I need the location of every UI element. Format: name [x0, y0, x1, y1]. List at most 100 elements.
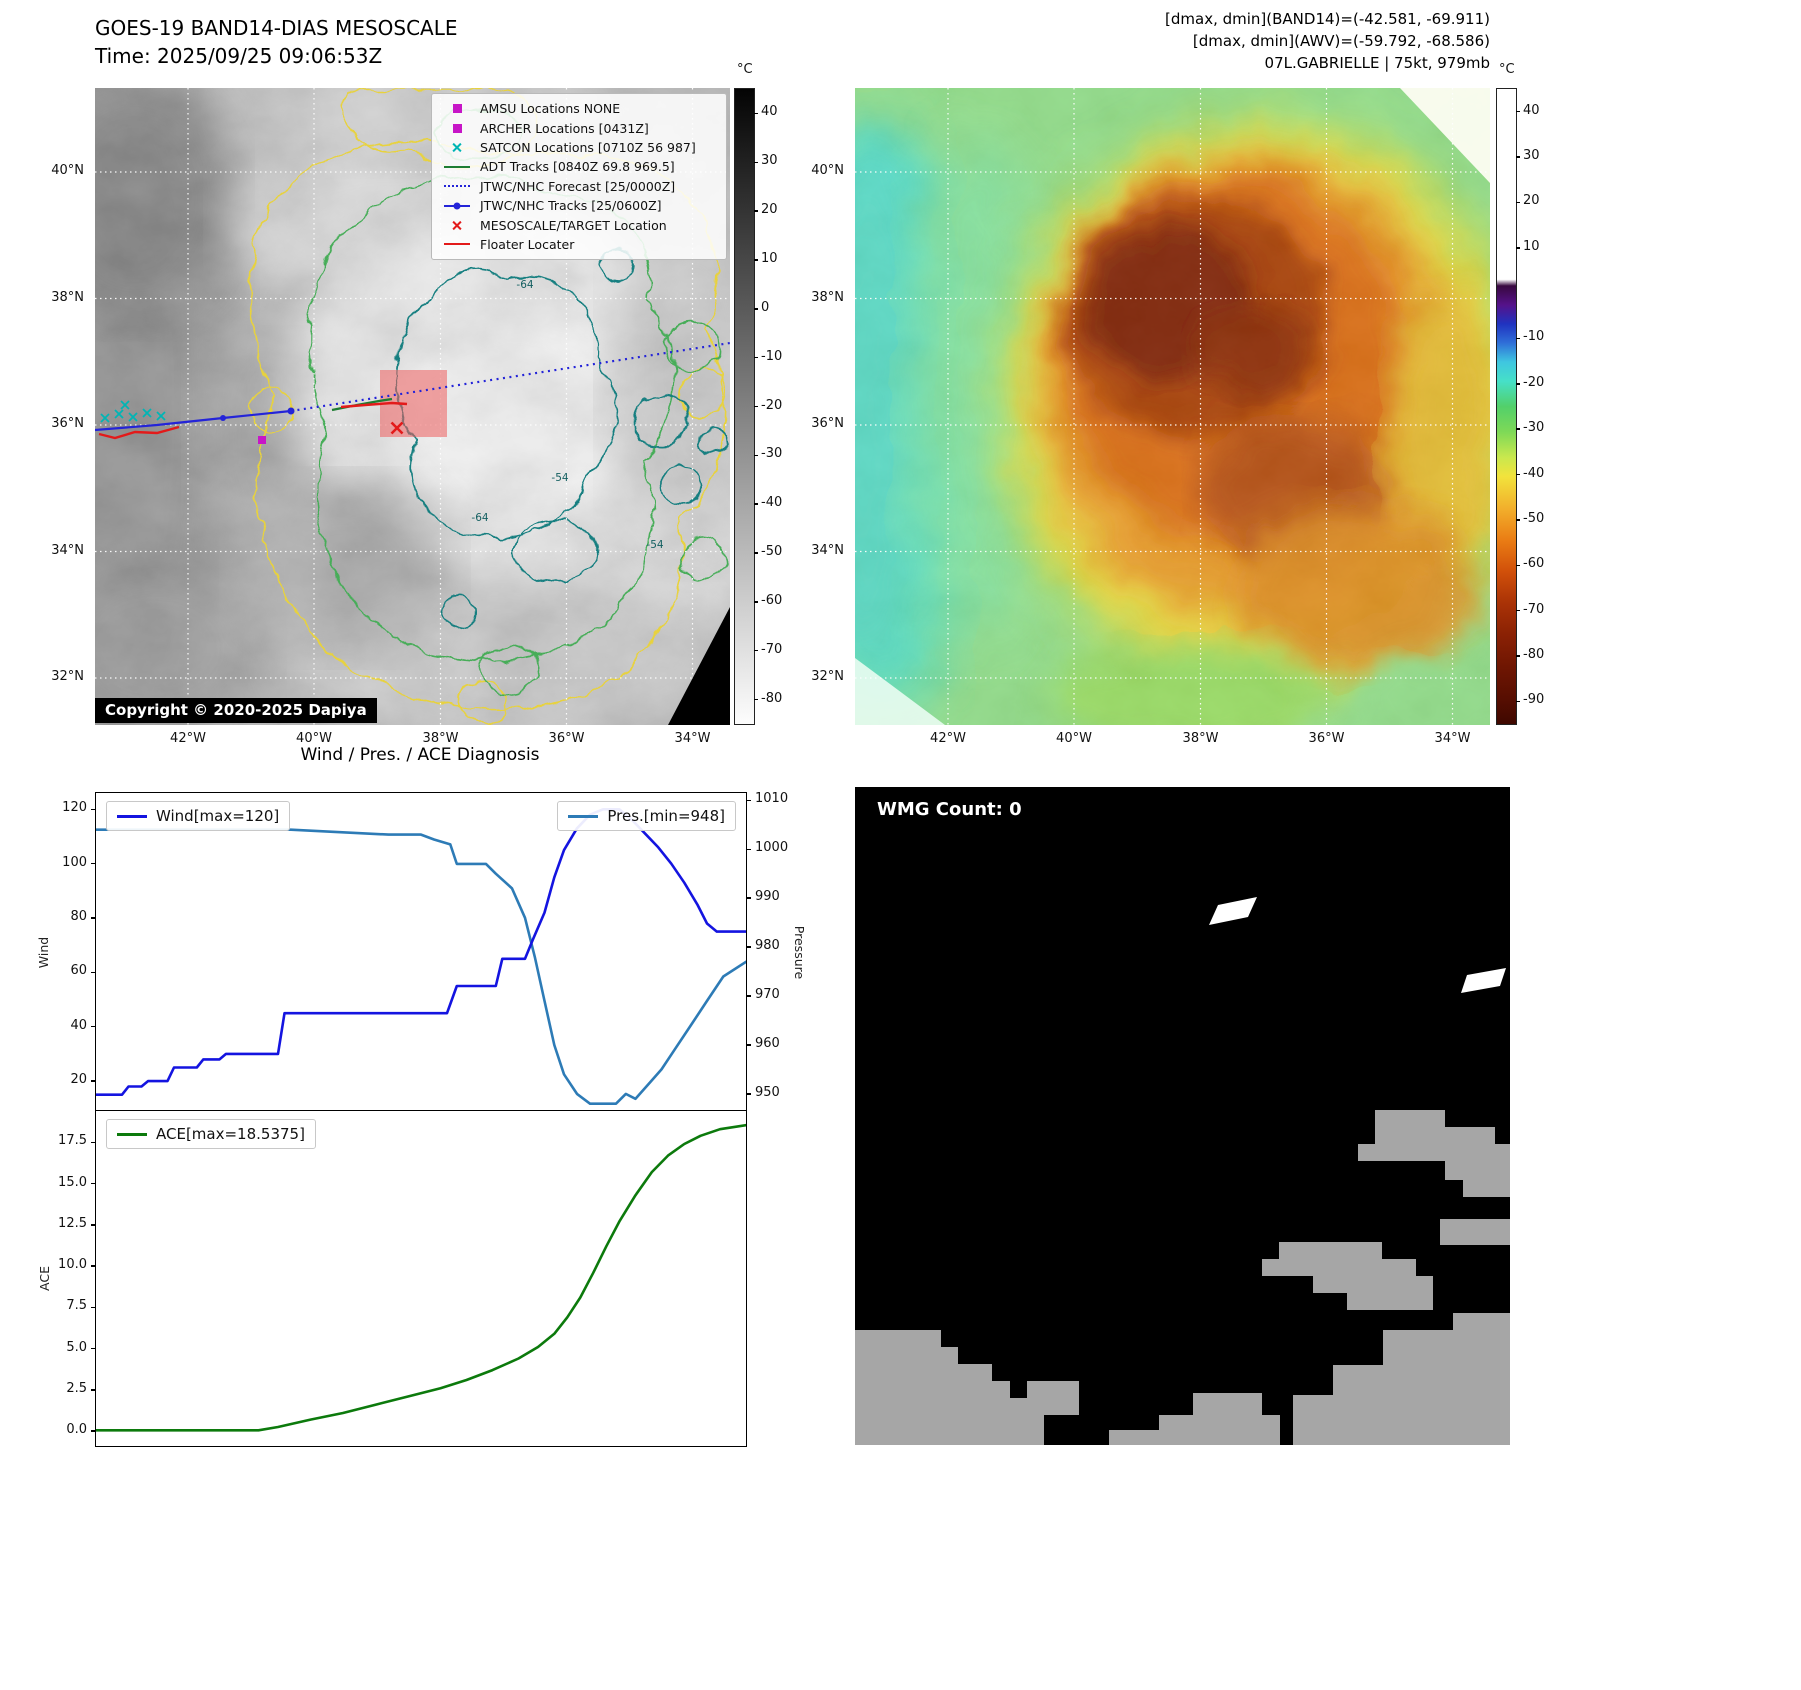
lat-tick-label: 34°N — [51, 542, 84, 558]
ace-legend: ACE[max=18.5375] — [106, 1119, 316, 1149]
colorbar-tick-label: -30 — [761, 446, 783, 462]
colorbar-tick-mark — [1516, 383, 1520, 385]
wmg-art — [855, 787, 1510, 1445]
band14-lon-axis: 42°W 40°W 38°W 36°W 34°W — [95, 731, 730, 749]
colorbar-tick-mark — [1516, 247, 1520, 249]
colorbar-tick-label: 10 — [761, 250, 778, 266]
axis-tick-mark — [91, 1182, 96, 1185]
colorbar-tick-mark — [1516, 655, 1520, 657]
dmax-dmin-awv: [dmax, dmin](AWV)=(-59.792, -68.586) — [1192, 32, 1490, 50]
jtwc-forecast-line — [290, 341, 730, 413]
axis-tick-label: 100 — [62, 854, 87, 870]
axis-tick-mark — [746, 799, 751, 802]
dotted-legend-marker — [440, 179, 474, 193]
ace-chart: ACE ACE[max=18.5375] 0.0 2.5 5.0 7.5 10.0 12.… — [37, 1110, 747, 1447]
legend-item: JTWC/NHC Tracks [25/0600Z] — [440, 196, 718, 215]
lon-tick-label: 38°W — [422, 731, 459, 746]
colorbar-tick-mark — [1516, 201, 1520, 204]
legend-item: Floater Locater — [440, 235, 718, 254]
lat-tick-label: 34°N — [811, 542, 844, 558]
axis-tick-label: 2.5 — [66, 1380, 87, 1396]
axis-tick-mark — [91, 862, 96, 865]
corner-sliver — [1400, 88, 1490, 183]
colorbar-tick-label: 40 — [761, 104, 778, 120]
wmg-count-label: WMG Count: 0 — [877, 799, 1022, 820]
colorbar-tick-mark — [1516, 110, 1520, 113]
wind-legend-line — [117, 814, 147, 818]
satcon-markers — [100, 400, 166, 423]
colorbar-tick-mark — [754, 112, 758, 115]
awv-noise-texture — [855, 88, 1490, 725]
contour-value-label: -64 — [516, 279, 534, 291]
colorbar-tick-mark — [754, 308, 758, 310]
axis-tick-mark — [91, 1347, 96, 1350]
axis-tick-mark — [91, 1265, 96, 1267]
pressure-axis-label: Pressure — [792, 925, 808, 979]
legend-item-label: MESOSCALE/TARGET Location — [480, 217, 667, 233]
colorbar-tick-mark — [754, 503, 758, 505]
colorbar-tick-label: -40 — [1523, 465, 1545, 481]
wind-legend-label: Wind[max=120] — [156, 807, 280, 825]
axis-tick-label: 40 — [70, 1017, 87, 1033]
colorbar-tick-label: -80 — [761, 690, 783, 706]
colorbar-tick-mark — [1516, 337, 1520, 340]
colorbar-tick-label: -40 — [761, 495, 783, 511]
lat-tick-label: 36°N — [51, 416, 84, 431]
band14-lat-axis: 40°N 38°N 36°N 34°N 32°N — [40, 88, 90, 725]
lon-tick-label: 40°W — [1056, 731, 1092, 746]
colorbar-tick-mark — [1516, 564, 1520, 566]
pressure-legend-label: Pres.[min=948] — [607, 807, 725, 825]
legend-item-label: JTWC/NHC Forecast [25/0000Z] — [480, 178, 676, 194]
wmg-panel: WMG Count: 0 — [855, 787, 1510, 1445]
square-icon — [452, 123, 462, 133]
square-legend-marker — [440, 102, 474, 116]
colorbar-tick-label: 20 — [1523, 193, 1540, 209]
lat-tick-label: 38°N — [811, 289, 844, 305]
ace-series-line — [96, 1123, 746, 1432]
colorbar-tick-label: -90 — [1523, 692, 1545, 708]
storm-tracks — [95, 341, 730, 444]
axis-tick-mark — [91, 808, 96, 811]
lon-tick-label: 36°W — [548, 731, 585, 746]
colorbar-tick-mark — [1516, 156, 1520, 158]
colorbar-tick-label: -10 — [761, 348, 783, 364]
axis-tick-label: 120 — [62, 800, 87, 816]
band14-satellite-map: AMSU Locations NONE ARCHER Locations [043… — [95, 88, 730, 725]
legend-item: ADT Tracks [0840Z 69.8 969.5] — [440, 157, 718, 176]
colorbar-tick-mark — [1516, 519, 1520, 521]
dotted-line-sample — [444, 185, 470, 188]
colorbar-tick-label: -70 — [761, 641, 783, 657]
colorbar-tick-mark — [754, 356, 758, 359]
lon-tick-label: 40°W — [296, 731, 332, 746]
lon-tick-label: 34°W — [674, 731, 711, 746]
colorbar-tick-mark — [1516, 428, 1520, 430]
lon-tick-label: 36°W — [1308, 731, 1345, 746]
pressure-legend: Pres.[min=948] — [557, 801, 736, 831]
legend-item: SATCON Locations [0710Z 56 987] — [440, 138, 718, 157]
lon-tick-label: 42°W — [170, 731, 206, 746]
ace-legend-label: ACE[max=18.5375] — [156, 1125, 305, 1143]
diagnosis-title: Wind / Pres. / ACE Diagnosis — [300, 745, 540, 765]
colorbar-tick-label: 10 — [1523, 238, 1540, 254]
axis-tick-label: 980 — [755, 938, 780, 954]
wind-series-line — [96, 807, 746, 1097]
axis-tick-label: 15.0 — [58, 1174, 87, 1190]
colorbar-tick-mark — [754, 552, 758, 554]
colorbar-tick-mark — [754, 454, 758, 457]
copyright-label: Copyright © 2020-2025 Dapiya — [95, 698, 377, 723]
legend-item-label: Floater Locater — [480, 236, 575, 252]
axis-tick-mark — [91, 1224, 96, 1226]
awv-lat-axis: 40°N 38°N 36°N 34°N 32°N — [800, 88, 850, 725]
line-legend-marker — [440, 237, 474, 251]
lon-tick-label: 38°W — [1182, 731, 1219, 746]
colorbar-tick-mark — [1516, 473, 1520, 476]
ace-axis-label: ACE — [36, 1266, 52, 1291]
axis-tick-mark — [91, 1025, 96, 1028]
axis-tick-label: 1010 — [755, 791, 789, 807]
colorbar-tick-label: -70 — [1523, 601, 1545, 617]
lon-tick-label: 34°W — [1434, 731, 1471, 746]
colorbar-tick-label: -30 — [1523, 420, 1545, 436]
contour-value-label: -54 — [646, 539, 664, 551]
lat-tick-label: 32°N — [51, 669, 84, 684]
archer-marker — [258, 436, 266, 444]
